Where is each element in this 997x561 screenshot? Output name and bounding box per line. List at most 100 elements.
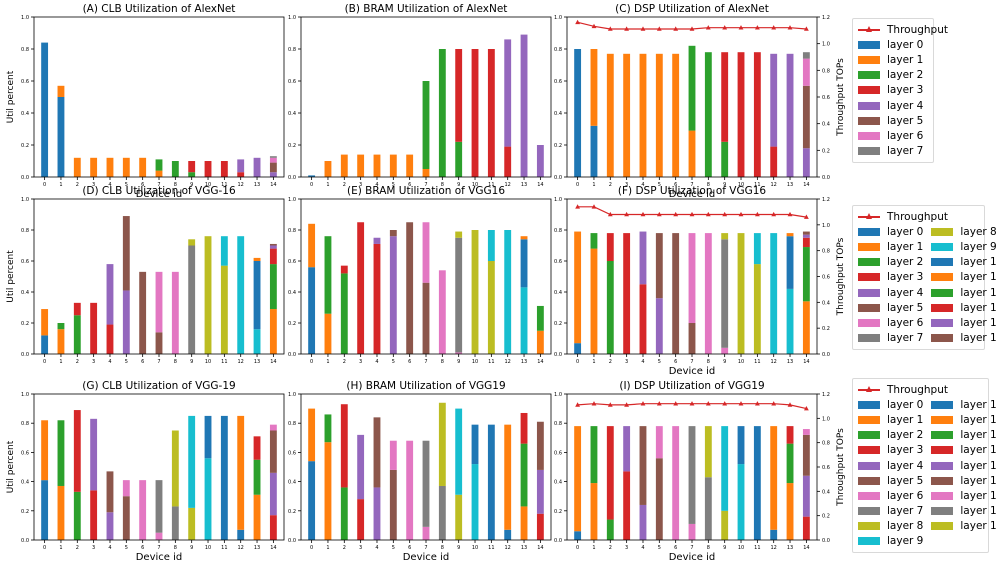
bar-segment (41, 480, 49, 540)
x-tick-label: 4 (641, 545, 644, 551)
bar-segment (520, 443, 528, 507)
legend-label: layer 15 (960, 332, 997, 345)
x-tick-label: 7 (424, 545, 427, 551)
bar-segment (324, 313, 332, 354)
x-tick-label: 11 (488, 182, 494, 188)
legend-swatch (858, 116, 880, 125)
legend-swatch (858, 537, 880, 546)
chart-title: (D) CLB Utilization of VGG-16 (82, 185, 236, 197)
bar-segment (438, 49, 446, 177)
x-tick-label: 4 (375, 182, 378, 188)
legend-swatch (931, 303, 954, 312)
legend-label: layer 7 (887, 145, 924, 158)
x-tick-label: 7 (690, 359, 693, 365)
bar-segment (802, 237, 810, 248)
bar-segment (655, 53, 663, 177)
bar-segment (574, 231, 582, 344)
x-tick-label: 6 (408, 545, 411, 551)
bar-segment (655, 233, 663, 299)
legend-entry: layer 1 (858, 239, 923, 254)
x-tick-label: 5 (125, 359, 128, 365)
bar-segment (188, 507, 196, 540)
x-tick-label: 14 (270, 359, 276, 365)
legend-label: layer 5 (887, 474, 924, 487)
y-tick-label: 1.0 (554, 392, 562, 398)
bar-segment (340, 487, 348, 540)
bar-segment (536, 145, 544, 177)
bar-segment (672, 233, 680, 354)
y-axis-label: Util percent (6, 250, 16, 303)
x-tick-label: 13 (254, 182, 260, 188)
bar-segment (373, 154, 381, 177)
chart-title: (A) CLB Utilization of AlexNet (83, 3, 236, 15)
bar-segment (324, 236, 332, 314)
x-tick-label: 1 (59, 545, 62, 551)
chart-panel-7: (H) BRAM Utilization of VGG19 0.0 0.2 0.4 0.… (288, 380, 552, 561)
bar-segment (188, 172, 196, 177)
bar-segment (90, 302, 98, 354)
bar-segment (73, 410, 81, 492)
bar-segment (253, 436, 261, 460)
plot-frame (33, 198, 285, 355)
bar-segment (269, 243, 277, 246)
y-axis-label: Util percent (6, 440, 16, 493)
x-axis-label: Device id (669, 189, 716, 200)
throughput-marker (607, 211, 613, 217)
x-tick-label: 8 (174, 545, 177, 551)
x-tick-label: 6 (674, 545, 677, 551)
bar-segment (269, 157, 277, 163)
bar-segment (57, 85, 65, 97)
bar-segment (389, 230, 397, 237)
x-tick-label: 12 (238, 182, 244, 188)
bar-segment (704, 477, 712, 540)
y-tick-label: 0.6 (21, 79, 29, 85)
bar-segment (90, 157, 98, 177)
legend-label: layer 17 (960, 505, 997, 518)
legend-entry: layer 13 (931, 300, 997, 315)
plot-frame (300, 16, 552, 178)
x-tick-label: 5 (125, 545, 128, 551)
y-tick-label: 0.8 (288, 421, 296, 427)
bar-segment (770, 53, 778, 147)
bar-segment (802, 85, 810, 149)
legend-throughput-entry: Throughput (858, 382, 983, 397)
x-tick-label: 8 (441, 545, 444, 551)
x-tick-label: 2 (343, 545, 346, 551)
legend-label: layer 11 (960, 271, 997, 284)
legend-swatch (858, 227, 880, 236)
throughput-marker (624, 402, 629, 407)
x-tick-label: 1 (592, 545, 595, 551)
throughput-marker (624, 26, 629, 31)
legend-swatch (931, 400, 954, 409)
throughput-marker (689, 26, 695, 31)
bar-segment (520, 236, 528, 240)
bar-segment (269, 248, 277, 265)
x-tick-label: 10 (738, 359, 744, 365)
y-tick-label: 0.0 (21, 175, 29, 181)
chart-title: (B) BRAM Utilization of AlexNet (345, 3, 508, 15)
bar-segment (253, 494, 261, 540)
bar-segment (574, 426, 582, 532)
legend-entry: layer 2 (858, 428, 923, 443)
bar-segment (471, 49, 479, 177)
bar-segment (504, 529, 512, 540)
bar-segment (520, 239, 528, 288)
legend-entry: layer 0 (858, 397, 923, 412)
x-tick-label: 5 (392, 182, 395, 188)
throughput-marker-icon (858, 212, 880, 222)
bar-segment (753, 233, 761, 265)
bar-segment (590, 248, 598, 354)
legend-label: layer 6 (887, 129, 924, 142)
bar-segment (455, 408, 463, 495)
y-tick-label: 0.8 (554, 47, 562, 53)
bar-segment (455, 231, 463, 238)
y2-tick-label: 0.4 (822, 122, 830, 128)
bar-segment (171, 506, 179, 540)
x-tick-label: 11 (754, 182, 760, 188)
bar-segment (139, 480, 147, 540)
throughput-marker (607, 26, 613, 31)
x-tick-label: 9 (190, 182, 193, 188)
legend-throughput-label: Throughput (887, 23, 948, 36)
x-tick-label: 13 (787, 545, 793, 551)
throughput-marker (804, 406, 809, 411)
